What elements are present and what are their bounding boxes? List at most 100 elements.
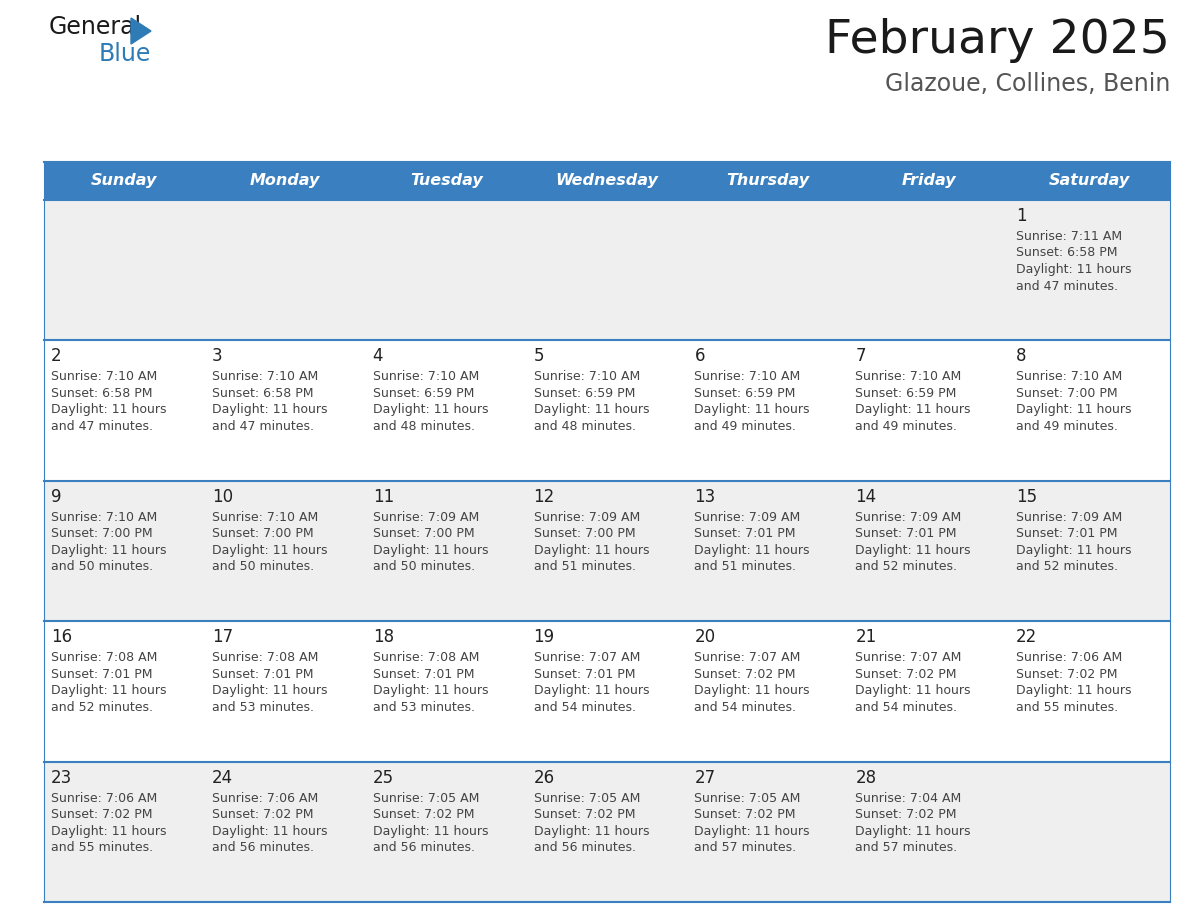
Text: Sunset: 7:02 PM: Sunset: 7:02 PM	[695, 667, 796, 681]
Text: 24: 24	[211, 768, 233, 787]
Text: Daylight: 11 hours: Daylight: 11 hours	[373, 824, 488, 837]
Text: Sunset: 7:02 PM: Sunset: 7:02 PM	[855, 808, 956, 821]
Bar	[366, 162, 526, 200]
Text: Daylight: 11 hours: Daylight: 11 hours	[1016, 543, 1132, 557]
Text: Sunset: 7:01 PM: Sunset: 7:01 PM	[695, 527, 796, 541]
Text: and 53 minutes.: and 53 minutes.	[211, 700, 314, 713]
Text: Sunset: 7:01 PM: Sunset: 7:01 PM	[211, 667, 314, 681]
Text: and 51 minutes.: and 51 minutes.	[695, 560, 796, 574]
Text: Daylight: 11 hours: Daylight: 11 hours	[211, 543, 328, 557]
Text: and 50 minutes.: and 50 minutes.	[51, 560, 153, 574]
Text: Daylight: 11 hours: Daylight: 11 hours	[533, 684, 649, 697]
Text: and 54 minutes.: and 54 minutes.	[533, 700, 636, 713]
Text: General: General	[49, 15, 143, 39]
Text: Sunrise: 7:07 AM: Sunrise: 7:07 AM	[855, 651, 961, 665]
Text: 16: 16	[51, 628, 72, 646]
Text: Sunrise: 7:09 AM: Sunrise: 7:09 AM	[695, 510, 801, 524]
Text: Sunrise: 7:10 AM: Sunrise: 7:10 AM	[373, 370, 479, 384]
Text: Daylight: 11 hours: Daylight: 11 hours	[533, 824, 649, 837]
Text: Sunset: 7:01 PM: Sunset: 7:01 PM	[533, 667, 636, 681]
Bar	[1009, 162, 1170, 200]
Text: 11: 11	[373, 487, 394, 506]
Text: and 52 minutes.: and 52 minutes.	[51, 700, 153, 713]
Text: 10: 10	[211, 487, 233, 506]
Bar	[44, 621, 1170, 762]
Text: Sunrise: 7:07 AM: Sunrise: 7:07 AM	[533, 651, 640, 665]
Text: and 47 minutes.: and 47 minutes.	[211, 420, 314, 433]
Text: Sunrise: 7:09 AM: Sunrise: 7:09 AM	[533, 510, 640, 524]
Text: and 49 minutes.: and 49 minutes.	[1016, 420, 1118, 433]
Text: and 48 minutes.: and 48 minutes.	[373, 420, 475, 433]
Text: and 56 minutes.: and 56 minutes.	[533, 841, 636, 854]
Text: 7: 7	[855, 347, 866, 365]
Text: and 55 minutes.: and 55 minutes.	[1016, 700, 1118, 713]
Text: Sunrise: 7:10 AM: Sunrise: 7:10 AM	[211, 370, 318, 384]
Text: 18: 18	[373, 628, 394, 646]
Text: Daylight: 11 hours: Daylight: 11 hours	[855, 824, 971, 837]
Text: Daylight: 11 hours: Daylight: 11 hours	[51, 403, 166, 417]
Text: and 53 minutes.: and 53 minutes.	[373, 700, 475, 713]
Text: Sunrise: 7:10 AM: Sunrise: 7:10 AM	[51, 370, 157, 384]
Text: Daylight: 11 hours: Daylight: 11 hours	[51, 684, 166, 697]
Text: Sunrise: 7:05 AM: Sunrise: 7:05 AM	[533, 791, 640, 804]
Text: 14: 14	[855, 487, 877, 506]
Text: and 57 minutes.: and 57 minutes.	[695, 841, 796, 854]
Text: Sunset: 6:58 PM: Sunset: 6:58 PM	[51, 386, 152, 400]
Text: 9: 9	[51, 487, 62, 506]
Text: 13: 13	[695, 487, 715, 506]
Text: and 56 minutes.: and 56 minutes.	[211, 841, 314, 854]
Bar	[44, 162, 204, 200]
Text: Friday: Friday	[902, 174, 956, 188]
Text: and 49 minutes.: and 49 minutes.	[695, 420, 796, 433]
Text: Sunset: 7:00 PM: Sunset: 7:00 PM	[1016, 386, 1118, 400]
Text: Sunrise: 7:07 AM: Sunrise: 7:07 AM	[695, 651, 801, 665]
Text: Sunset: 7:02 PM: Sunset: 7:02 PM	[211, 808, 314, 821]
Text: Sunset: 6:58 PM: Sunset: 6:58 PM	[1016, 247, 1118, 260]
Text: 23: 23	[51, 768, 72, 787]
Text: 26: 26	[533, 768, 555, 787]
Text: Sunrise: 7:10 AM: Sunrise: 7:10 AM	[695, 370, 801, 384]
Bar	[44, 762, 1170, 902]
Text: Monday: Monday	[251, 174, 321, 188]
Text: Daylight: 11 hours: Daylight: 11 hours	[51, 543, 166, 557]
Text: Sunset: 7:01 PM: Sunset: 7:01 PM	[51, 667, 152, 681]
Text: 27: 27	[695, 768, 715, 787]
Text: Sunrise: 7:06 AM: Sunrise: 7:06 AM	[211, 791, 318, 804]
Text: Sunrise: 7:08 AM: Sunrise: 7:08 AM	[51, 651, 157, 665]
Text: Daylight: 11 hours: Daylight: 11 hours	[1016, 263, 1132, 276]
Text: 1: 1	[1016, 207, 1026, 225]
Text: Sunrise: 7:10 AM: Sunrise: 7:10 AM	[533, 370, 640, 384]
Text: 8: 8	[1016, 347, 1026, 365]
Text: Daylight: 11 hours: Daylight: 11 hours	[373, 543, 488, 557]
Text: 3: 3	[211, 347, 222, 365]
Text: Sunrise: 7:05 AM: Sunrise: 7:05 AM	[373, 791, 479, 804]
Text: Sunrise: 7:10 AM: Sunrise: 7:10 AM	[1016, 370, 1123, 384]
Text: Sunrise: 7:08 AM: Sunrise: 7:08 AM	[211, 651, 318, 665]
Text: Sunset: 7:02 PM: Sunset: 7:02 PM	[1016, 667, 1118, 681]
Text: Daylight: 11 hours: Daylight: 11 hours	[533, 403, 649, 417]
Bar	[688, 162, 848, 200]
Bar	[526, 162, 688, 200]
Text: 28: 28	[855, 768, 877, 787]
Text: Sunset: 7:02 PM: Sunset: 7:02 PM	[533, 808, 636, 821]
Text: February 2025: February 2025	[826, 18, 1170, 63]
Text: and 50 minutes.: and 50 minutes.	[373, 560, 475, 574]
Text: 15: 15	[1016, 487, 1037, 506]
Text: Daylight: 11 hours: Daylight: 11 hours	[373, 684, 488, 697]
Text: Sunset: 6:59 PM: Sunset: 6:59 PM	[533, 386, 634, 400]
Text: and 50 minutes.: and 50 minutes.	[211, 560, 314, 574]
Text: Sunset: 6:59 PM: Sunset: 6:59 PM	[855, 386, 956, 400]
Text: Thursday: Thursday	[726, 174, 809, 188]
Text: and 56 minutes.: and 56 minutes.	[373, 841, 475, 854]
Text: Daylight: 11 hours: Daylight: 11 hours	[211, 403, 328, 417]
Text: Sunset: 7:00 PM: Sunset: 7:00 PM	[211, 527, 314, 541]
Text: Sunrise: 7:09 AM: Sunrise: 7:09 AM	[855, 510, 961, 524]
Bar	[848, 162, 1009, 200]
Text: Daylight: 11 hours: Daylight: 11 hours	[373, 403, 488, 417]
Text: Sunset: 7:01 PM: Sunset: 7:01 PM	[373, 667, 474, 681]
Text: Daylight: 11 hours: Daylight: 11 hours	[855, 403, 971, 417]
Text: Blue: Blue	[99, 42, 151, 66]
Text: Sunset: 6:58 PM: Sunset: 6:58 PM	[211, 386, 314, 400]
Text: 2: 2	[51, 347, 62, 365]
Text: Glazoue, Collines, Benin: Glazoue, Collines, Benin	[885, 72, 1170, 96]
